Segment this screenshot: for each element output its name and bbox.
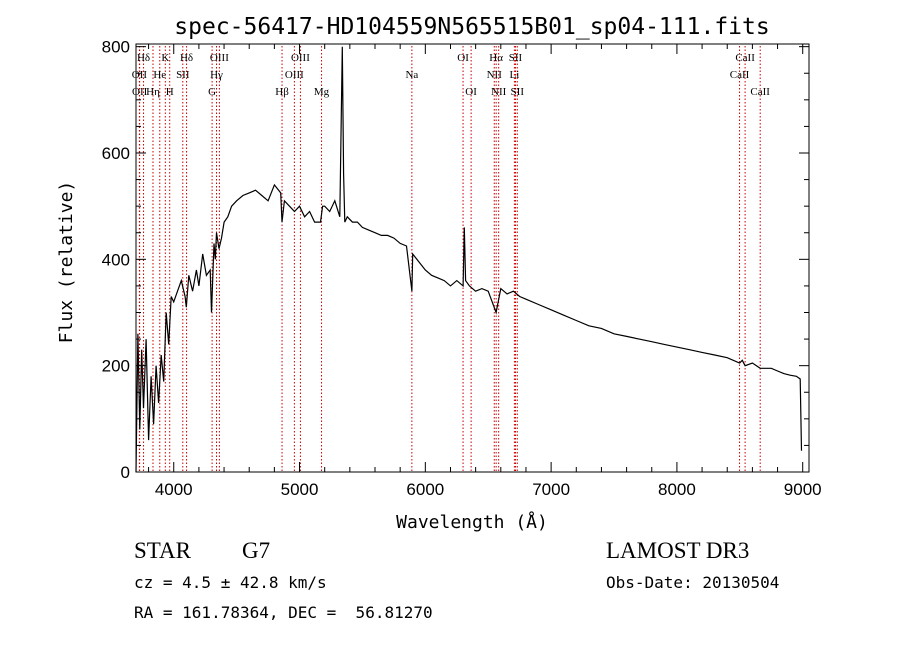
plot-frame — [135, 43, 810, 473]
spectral-line-label: Hβ — [275, 86, 289, 98]
object-subclass: G7 — [242, 538, 271, 563]
y-tick-label: 600 — [102, 144, 130, 163]
chart-title: spec-56417-HD104559N565515B01_sp04-111.f… — [174, 14, 769, 40]
spectral-line-label: OIII — [210, 52, 229, 64]
y-tick-label: 400 — [102, 250, 130, 269]
spectral-line-label: K — [161, 52, 169, 64]
spectral-line-label: Li — [509, 69, 519, 81]
x-axis-ticks: 4000 5000 6000 7000 8000 9000 — [148, 44, 822, 499]
spectral-line-label: He — [153, 69, 166, 81]
spectral-line-label: Mg — [314, 86, 330, 98]
spectral-line-label: Hδ — [180, 52, 193, 64]
x-tick-label: 6000 — [406, 480, 444, 499]
spectral-line-label: Hη — [146, 86, 160, 98]
spectral-line-label: SII — [176, 69, 190, 81]
spectral-line-label: SII — [509, 52, 523, 64]
obs-date-text: Obs-Date: 20130504 — [606, 573, 780, 592]
spectral-line-label: OIII — [285, 69, 304, 81]
y-tick-label: 800 — [102, 38, 130, 57]
spectral-line-label: G — [208, 86, 216, 98]
coordinates-text: RA = 161.78364, DEC = 56.81270 — [134, 603, 433, 622]
object-class: STAR — [134, 538, 191, 563]
redshift-text: cz = 4.5 ± 42.8 km/s — [134, 573, 327, 592]
spectrum-line — [135, 46, 803, 473]
y-tick-label: 0 — [121, 463, 130, 482]
spectral-line-label: OIII — [291, 52, 310, 64]
x-tick-label: 4000 — [155, 480, 193, 499]
spectral-line-label: OI — [457, 52, 469, 64]
spectral-line-label: SII — [511, 86, 525, 98]
spectral-line-label: H — [166, 86, 174, 98]
y-tick-label: 200 — [102, 357, 130, 376]
spectral-line-markers — [138, 46, 761, 472]
y-axis-ticks: 0 200 400 600 800 — [102, 38, 809, 482]
x-tick-label: 5000 — [281, 480, 319, 499]
spectral-line-label: OII — [132, 69, 148, 81]
spectral-line-label: Na — [405, 69, 418, 81]
x-tick-label: 7000 — [532, 480, 570, 499]
spectral-line-label: Hα — [489, 52, 503, 64]
spectral-line-label: NII — [487, 69, 503, 81]
spectral-line-label: Hδ — [137, 52, 150, 64]
spectral-line-label: CaII — [735, 52, 755, 64]
spectral-line-label: CaII — [730, 69, 750, 81]
x-tick-label: 9000 — [784, 480, 822, 499]
spectral-line-label: OI — [465, 86, 477, 98]
survey-name: LAMOST DR3 — [606, 538, 750, 563]
y-axis-label: Flux (relative) — [56, 181, 77, 344]
spectral-line-label: CaII — [750, 86, 770, 98]
spectral-line-label: Hγ — [210, 69, 223, 81]
x-tick-label: 8000 — [658, 480, 696, 499]
x-axis-label: Wavelength (Å) — [396, 511, 548, 533]
spectral-line-label: NII — [491, 86, 507, 98]
